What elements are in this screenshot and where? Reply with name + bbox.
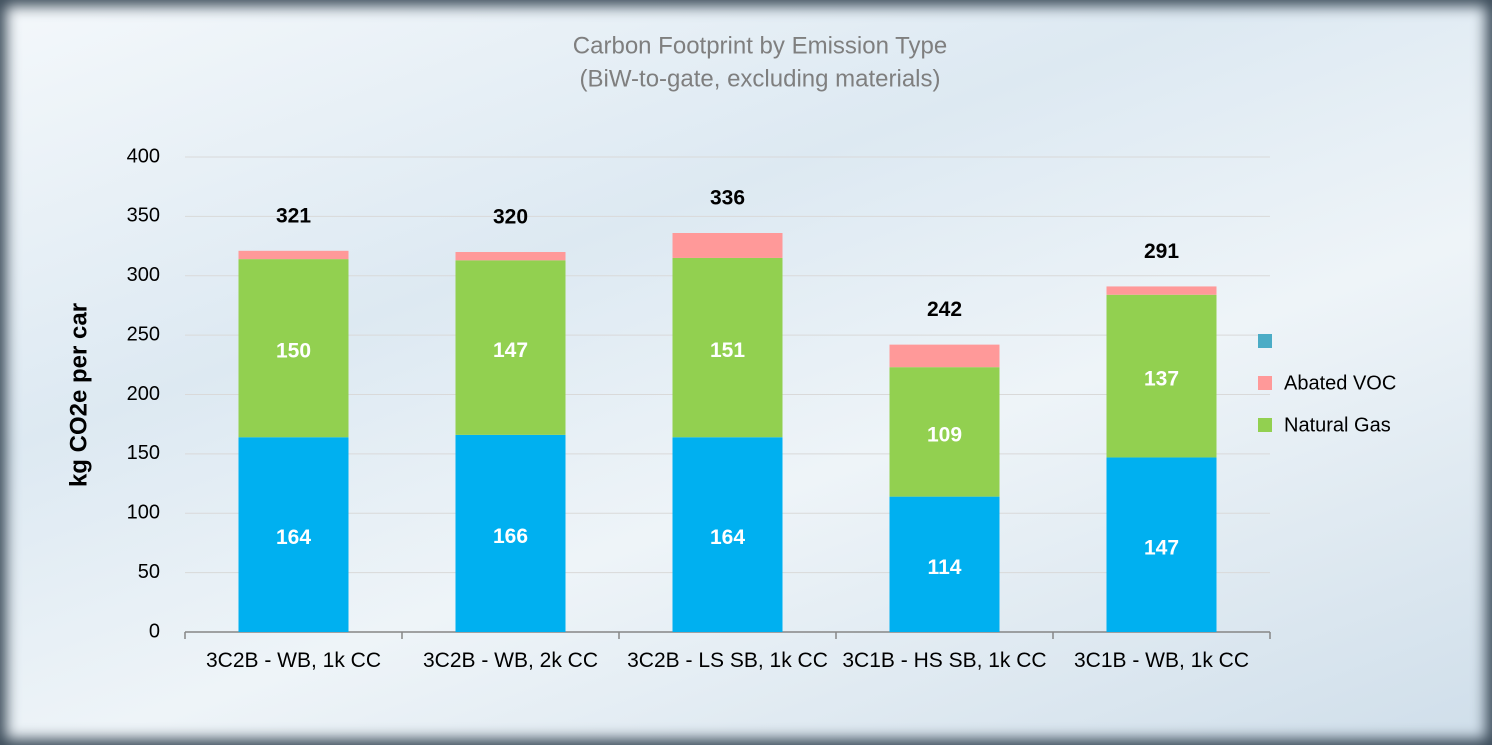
data-label: 114 xyxy=(928,556,962,579)
y-tick-label: 150 xyxy=(127,442,160,464)
bar-segment xyxy=(455,252,566,261)
y-tick-label: 200 xyxy=(127,383,160,405)
bar-segment xyxy=(1106,286,1217,295)
chart-subtitle: (BiW-to-gate, excluding materials) xyxy=(579,65,940,92)
total-label: 242 xyxy=(927,298,962,321)
y-tick-label: 350 xyxy=(127,205,160,227)
data-label: 164 xyxy=(710,526,745,549)
total-label: 291 xyxy=(1144,240,1179,263)
data-label: 147 xyxy=(1144,536,1179,559)
data-label: 147 xyxy=(493,339,528,362)
y-tick-label: 50 xyxy=(138,561,160,583)
total-label: 321 xyxy=(276,204,311,227)
legend-swatch xyxy=(1258,334,1272,348)
y-tick-label: 0 xyxy=(149,620,160,642)
x-tick-label: 3C2B - WB, 2k CC xyxy=(422,649,599,672)
data-label: 164 xyxy=(276,526,311,549)
chart-title: Carbon Footprint by Emission Type xyxy=(573,32,947,59)
data-label: 166 xyxy=(493,525,528,548)
data-label: 109 xyxy=(927,423,962,446)
y-axis-label: kg CO2e per car xyxy=(65,303,92,487)
bar-segment xyxy=(672,437,783,632)
bar-segment xyxy=(455,434,566,632)
legend-label: Abated VOC xyxy=(1284,372,1396,394)
x-tick-label: 3C2B - LS SB, 1k CC xyxy=(627,649,828,672)
y-tick-label: 100 xyxy=(127,502,160,524)
y-tick-label: 300 xyxy=(127,264,160,286)
total-label: 320 xyxy=(493,206,528,229)
x-tick-label: 3C1B - HS SB, 1k CC xyxy=(842,649,1047,672)
bar-segment xyxy=(889,496,1000,632)
bar-segment xyxy=(1106,457,1217,632)
legend-swatch xyxy=(1258,418,1272,432)
bar-segment xyxy=(238,250,349,260)
x-tick-label: 3C1B - WB, 1k CC xyxy=(1073,649,1250,672)
bar-segment xyxy=(1106,294,1217,458)
total-label: 336 xyxy=(710,187,745,210)
data-label: 151 xyxy=(710,339,745,362)
bar-segment xyxy=(672,257,783,438)
bar-segment xyxy=(455,260,566,435)
bar-segment xyxy=(889,344,1000,368)
data-label: 137 xyxy=(1144,368,1179,391)
legend-swatch xyxy=(1258,376,1272,390)
y-tick-label: 400 xyxy=(127,145,160,167)
bar-segment xyxy=(889,367,1000,497)
data-label: 150 xyxy=(276,340,311,363)
y-tick-label: 250 xyxy=(127,323,160,345)
x-tick-label: 3C2B - WB, 1k CC xyxy=(205,649,382,672)
bar-segment xyxy=(238,259,349,438)
legend-label: Natural Gas xyxy=(1284,414,1391,436)
bar-segment xyxy=(238,437,349,632)
bar-segment xyxy=(672,233,783,258)
